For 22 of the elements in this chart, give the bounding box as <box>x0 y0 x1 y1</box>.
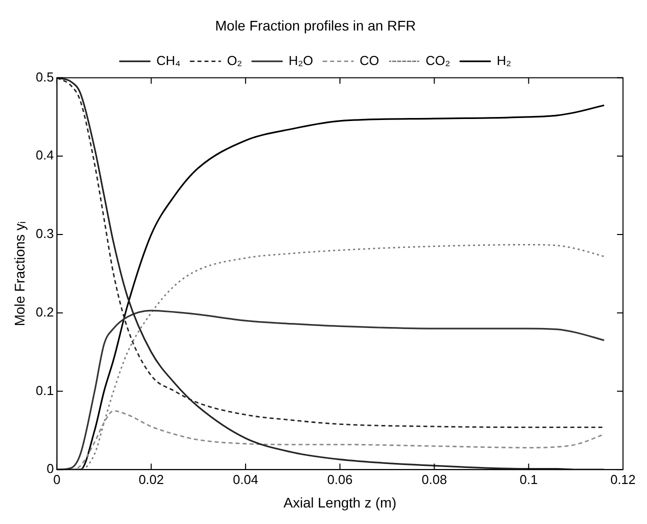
x-tick-label: 0.1 <box>520 472 538 487</box>
y-tick-label: 0.1 <box>36 382 54 398</box>
x-tick-label: 0.06 <box>327 472 353 487</box>
legend-label: H₂ <box>496 52 512 68</box>
x-tick-label: 0.08 <box>422 472 447 487</box>
y-tick-label: 0.2 <box>36 304 54 320</box>
y-tick-label: 0.5 <box>36 69 54 84</box>
legend-label: CO <box>360 52 380 68</box>
line-series <box>56 310 605 470</box>
legend-label: H₂O <box>288 52 314 68</box>
y-axis-title: Mole Fractions yᵢ <box>11 221 28 326</box>
y-tick-label: 0.4 <box>36 148 54 163</box>
legend-label: CH₄ <box>156 52 180 68</box>
y-tick-label: 0 <box>46 461 54 476</box>
x-tick-label: 0.02 <box>138 472 164 487</box>
chart-title: Mole Fraction profiles in an RFR <box>215 17 416 34</box>
legend-label: CO₂ <box>426 52 450 68</box>
x-tick-label: 0.04 <box>232 472 258 487</box>
legend-label: O₂ <box>226 52 242 68</box>
x-axis-title: Axial Length z (m) <box>284 494 396 510</box>
x-tick-label: 0.12 <box>610 472 636 487</box>
y-tick-label: 0.3 <box>36 226 54 242</box>
